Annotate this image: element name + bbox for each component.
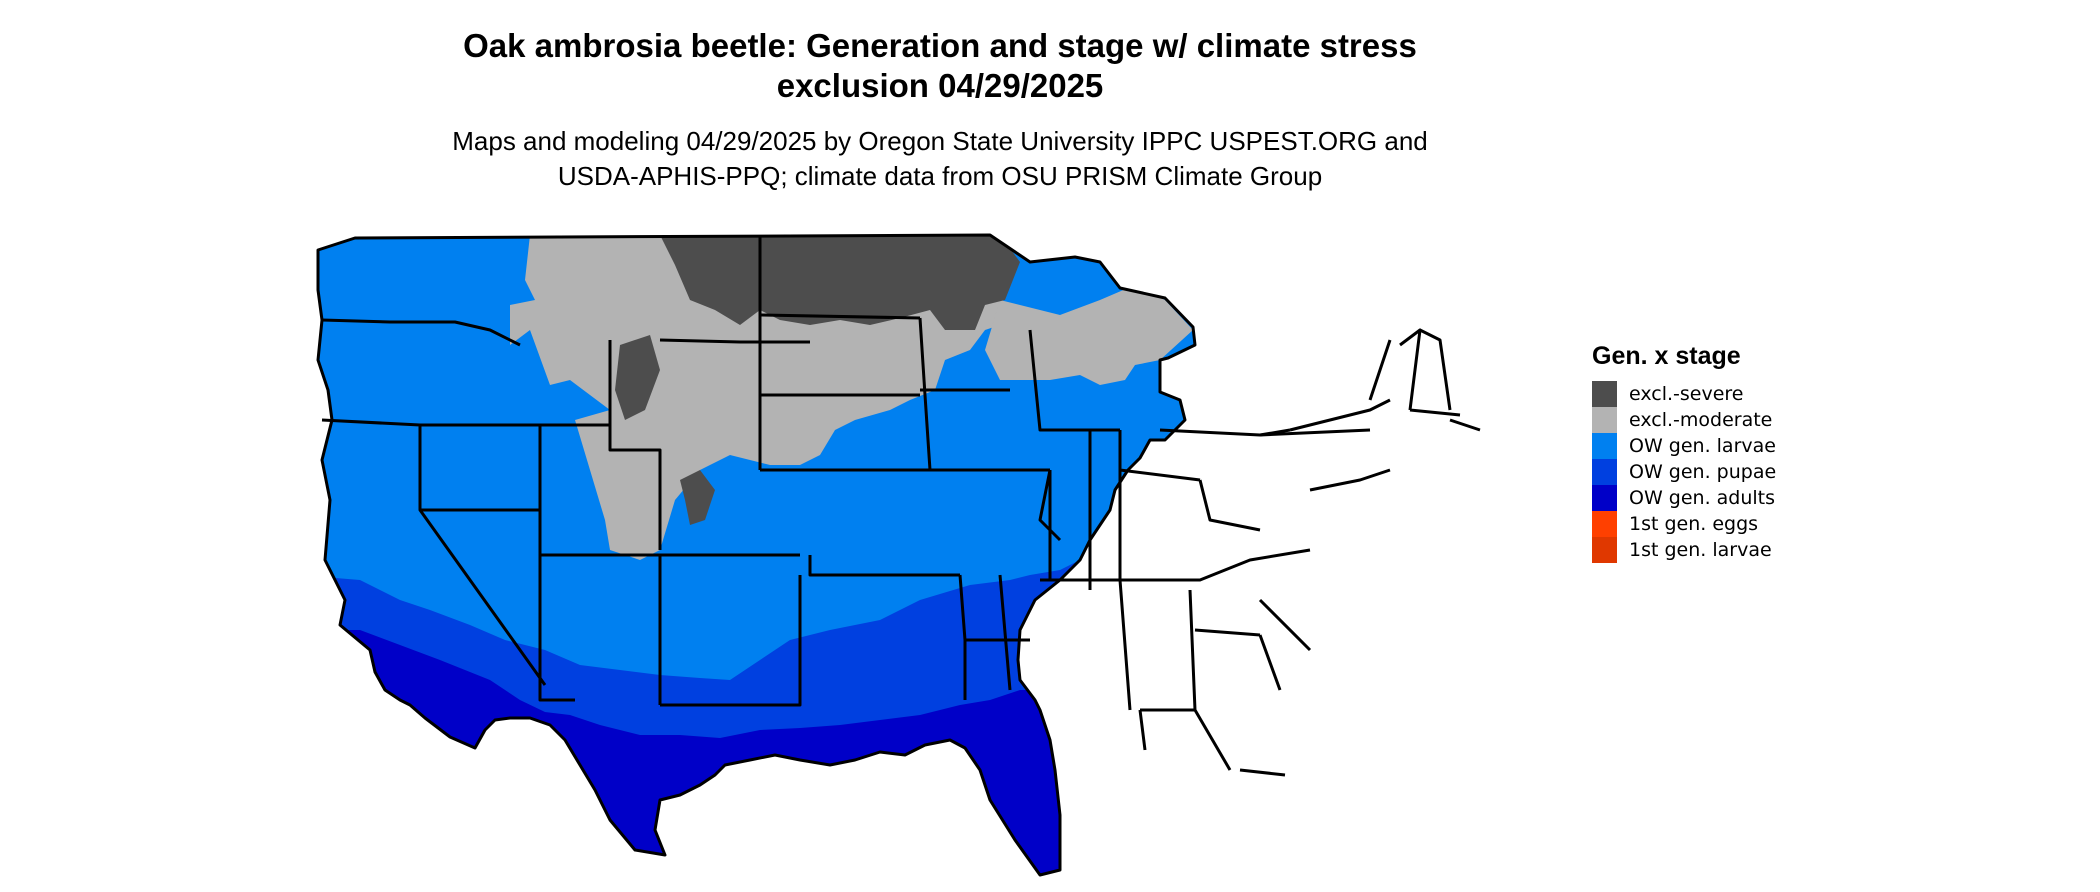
northeast-borders bbox=[1259, 328, 1481, 492]
legend-item: OW gen. pupae bbox=[1592, 459, 1776, 485]
fill-excl-severe-co bbox=[680, 470, 715, 525]
legend-label: OW gen. pupae bbox=[1629, 461, 1777, 483]
state-borders bbox=[316, 233, 1481, 877]
legend-label: 1st gen. eggs bbox=[1629, 513, 1759, 535]
title-line-1: Oak ambrosia beetle: Generation and stag… bbox=[463, 27, 1417, 64]
west-borders bbox=[321, 318, 810, 707]
us-map bbox=[316, 233, 1481, 880]
legend-label: excl.-severe bbox=[1629, 383, 1744, 405]
subtitle-line-1: Maps and modeling 04/29/2025 by Oregon S… bbox=[452, 126, 1428, 156]
fill-1st-gen-larvae-fl bbox=[1240, 820, 1285, 880]
fill-excl-severe-wy bbox=[615, 335, 660, 420]
fill-1st-gen-eggs-fl bbox=[1210, 785, 1285, 880]
map-fills bbox=[318, 235, 1285, 880]
fill-1st-gen-eggs-tx bbox=[835, 772, 900, 855]
legend-item: OW gen. adults bbox=[1592, 485, 1776, 511]
fill-excl-moderate-ne bbox=[985, 285, 1193, 385]
us-outline bbox=[316, 233, 1197, 877]
legend-item: excl.-severe bbox=[1592, 381, 1776, 407]
legend-item: excl.-moderate bbox=[1592, 407, 1776, 433]
legend-label: excl.-moderate bbox=[1629, 409, 1773, 431]
east-borders bbox=[1028, 329, 1312, 777]
fill-excl-severe bbox=[660, 235, 1020, 330]
legend-item: 1st gen. eggs bbox=[1592, 511, 1776, 537]
legend-label: OW gen. larvae bbox=[1629, 435, 1776, 457]
legend-swatch bbox=[1592, 433, 1617, 459]
map-title: Oak ambrosia beetle: Generation and stag… bbox=[300, 26, 1580, 106]
legend-swatch bbox=[1592, 407, 1617, 433]
legend-title: Gen. x stage bbox=[1592, 342, 1741, 370]
legend-label: 1st gen. larvae bbox=[1629, 539, 1772, 561]
map-subtitle: Maps and modeling 04/29/2025 by Oregon S… bbox=[300, 124, 1580, 194]
legend: Gen. x stage excl.-severe excl.-moderate O… bbox=[1592, 342, 1776, 563]
legend-items: excl.-severe excl.-moderate OW gen. larvae… bbox=[1592, 381, 1776, 563]
legend-item: OW gen. larvae bbox=[1592, 433, 1776, 459]
legend-item: 1st gen. larvae bbox=[1592, 537, 1776, 563]
legend-swatch bbox=[1592, 485, 1617, 511]
title-line-2: exclusion 04/29/2025 bbox=[776, 67, 1104, 104]
legend-label: OW gen. adults bbox=[1629, 487, 1776, 509]
legend-swatch bbox=[1592, 381, 1617, 407]
plains-borders bbox=[758, 235, 1052, 700]
legend-swatch bbox=[1592, 459, 1617, 485]
legend-swatch bbox=[1592, 537, 1617, 563]
subtitle-line-2: USDA-APHIS-PPQ; climate data from OSU PR… bbox=[557, 161, 1323, 191]
legend-swatch bbox=[1592, 511, 1617, 537]
